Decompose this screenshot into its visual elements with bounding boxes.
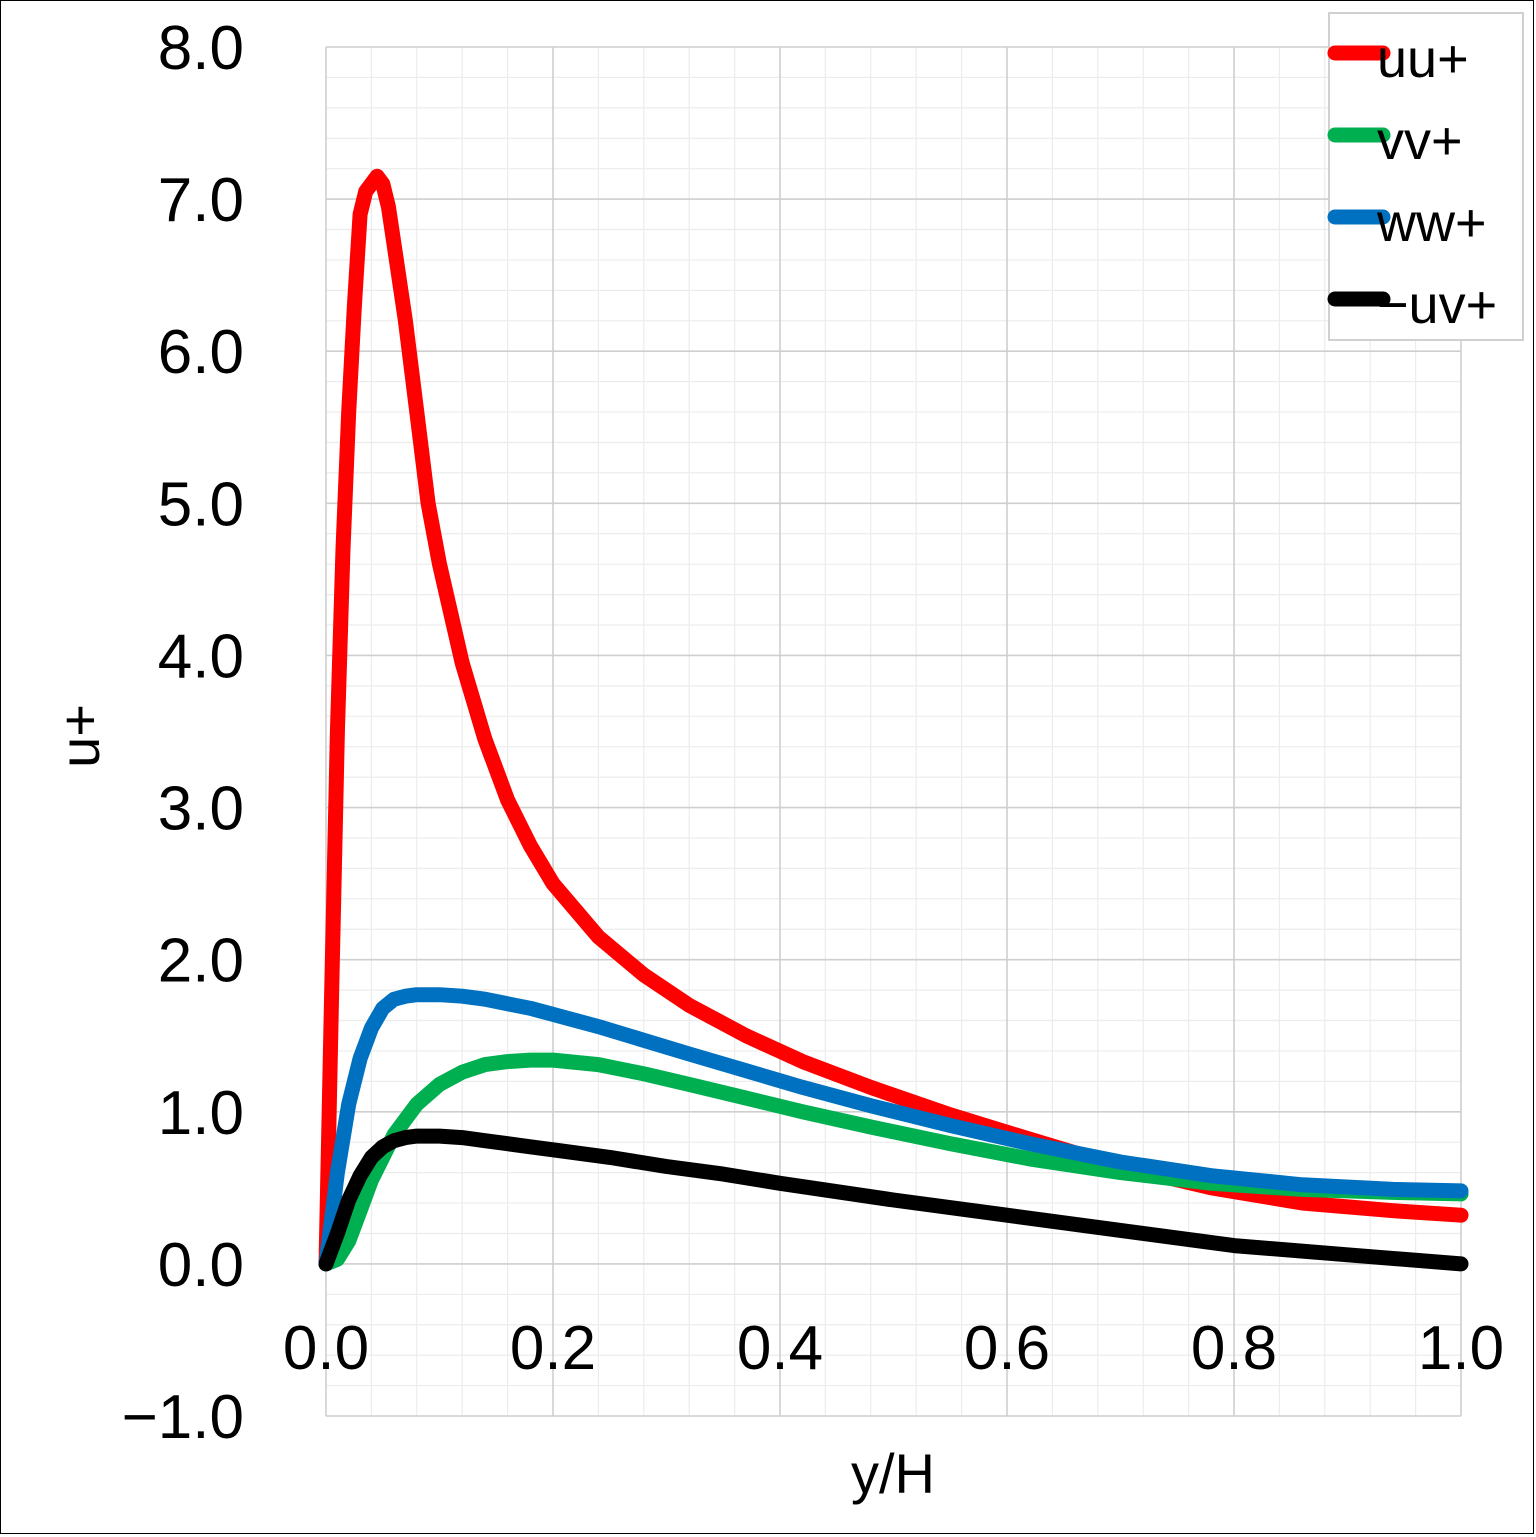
x-tick-label: 0.6 — [964, 1314, 1050, 1383]
y-tick-label: 0.0 — [158, 1231, 244, 1300]
legend-label: vv+ — [1377, 111, 1463, 171]
x-tick-label: 0.0 — [283, 1314, 369, 1383]
legend-box — [1328, 12, 1524, 341]
y-tick-label: 3.0 — [158, 775, 244, 844]
x-axis-label: y/H — [851, 1442, 935, 1505]
x-tick-label: 1.0 — [1418, 1314, 1504, 1383]
y-tick-label: 8.0 — [158, 14, 244, 83]
x-tick-label: 0.2 — [510, 1314, 596, 1383]
series-line-2 — [318, 987, 1469, 1272]
legend: uu+ vv+ ww+ −uv+ — [1327, 12, 1524, 341]
y-axis-tick-labels: −1.0 0.0 1.0 2.0 3.0 4.0 5.0 6.0 7.0 8.0 — [122, 14, 244, 1452]
minor-gridlines — [325, 46, 1462, 1417]
series-lines — [318, 168, 1469, 1272]
y-axis-label: u+ — [48, 704, 111, 768]
x-tick-label: 0.8 — [1191, 1314, 1277, 1383]
y-tick-label: 2.0 — [158, 927, 244, 996]
y-tick-label: 4.0 — [158, 622, 244, 691]
legend-label: uu+ — [1377, 29, 1469, 89]
series-line-0 — [318, 168, 1469, 1272]
y-tick-label: 1.0 — [158, 1079, 244, 1148]
x-tick-label: 0.4 — [737, 1314, 823, 1383]
y-tick-label: −1.0 — [122, 1383, 244, 1452]
y-tick-label: 5.0 — [158, 470, 244, 539]
legend-label: ww+ — [1376, 193, 1487, 253]
y-tick-label: 6.0 — [158, 318, 244, 387]
y-tick-label: 7.0 — [158, 166, 244, 235]
series-line-3 — [318, 1128, 1469, 1272]
major-gridlines — [325, 46, 1462, 1417]
series-line-1 — [318, 1052, 1469, 1272]
x-axis-tick-labels: 0.0 0.2 0.4 0.6 0.8 1.0 — [283, 1314, 1504, 1383]
legend-label: −uv+ — [1377, 275, 1497, 335]
